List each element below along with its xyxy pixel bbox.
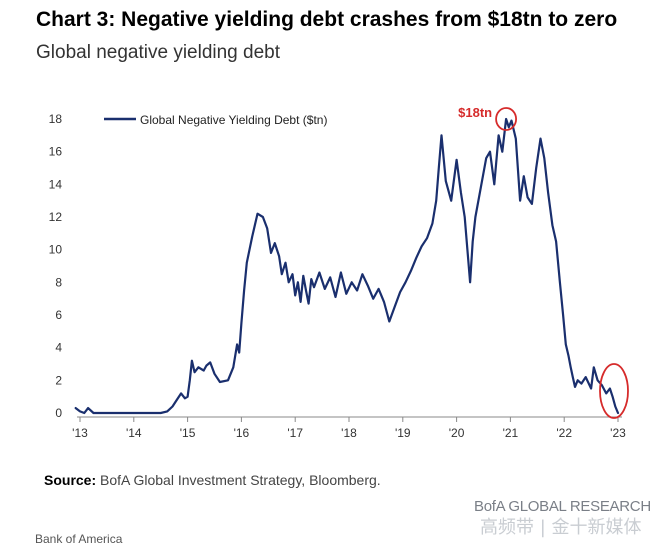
chart-title: Chart 3: Negative yielding debt crashes … (36, 8, 618, 31)
y-axis: 0 2 4 6 8 10 12 14 16 18 (49, 112, 63, 420)
y-tick-label: 2 (55, 373, 62, 387)
annotations: $18tn (458, 105, 629, 419)
y-tick-label: 12 (49, 210, 63, 224)
x-tick-label: '18 (341, 426, 357, 440)
watermark: 高频带 | 金十新媒体 (480, 517, 642, 538)
y-tick-label: 10 (49, 243, 63, 257)
zero-circle (599, 363, 629, 419)
x-tick-label: '14 (126, 426, 142, 440)
footer-attribution: Bank of America (35, 532, 123, 546)
line-chart: 0 2 4 6 8 10 12 14 16 18 '13 '14 '15 '16 '17 '18 '19 '20… (49, 105, 629, 440)
x-tick-label: '17 (287, 426, 303, 440)
x-tick-label: '19 (395, 426, 411, 440)
y-tick-label: 8 (55, 275, 62, 289)
legend: Global Negative Yielding Debt ($tn) (104, 113, 327, 127)
chart-subtitle: Global negative yielding debt (36, 42, 281, 63)
series-line (74, 117, 620, 415)
x-tick-label: '15 (180, 426, 196, 440)
y-tick-label: 18 (49, 112, 63, 126)
x-tick-label: '20 (449, 426, 465, 440)
peak-circle (495, 107, 517, 131)
y-tick-label: 6 (55, 308, 62, 322)
peak-label: $18tn (458, 105, 492, 120)
source-label: Source: (44, 472, 97, 488)
y-tick-label: 0 (55, 406, 62, 420)
series-group (74, 117, 620, 415)
legend-label: Global Negative Yielding Debt ($tn) (140, 113, 327, 127)
x-axis: '13 '14 '15 '16 '17 '18 '19 '20 '21 '22 '23 (72, 416, 626, 440)
y-tick-label: 14 (49, 177, 63, 191)
x-tick-label: '23 (610, 426, 626, 440)
x-tick-label: '22 (556, 426, 572, 440)
source-text: BofA Global Investment Strategy, Bloombe… (100, 472, 381, 488)
x-tick-label: '13 (72, 426, 88, 440)
y-tick-label: 16 (49, 145, 63, 159)
y-tick-label: 4 (55, 341, 62, 355)
brand-logo: BofA GLOBAL RESEARCH (474, 498, 651, 515)
x-tick-label: '16 (234, 426, 250, 440)
x-tick-label: '21 (503, 426, 519, 440)
source-note: Source: BofA Global Investment Strategy,… (44, 472, 381, 488)
